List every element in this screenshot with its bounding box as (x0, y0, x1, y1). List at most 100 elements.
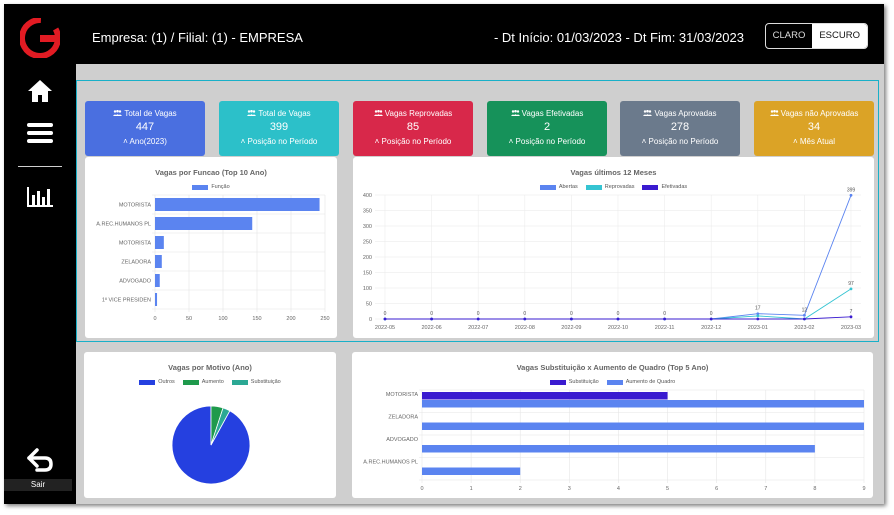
y-tick-label: 1º VICE PRESIDEN (102, 297, 151, 304)
legend-item-reprovadas[interactable]: Reprovadas (585, 184, 634, 190)
summary-card[interactable]: Vagas Reprovadas 85 ˄ Posição no Período (353, 101, 473, 156)
card-footer: ˄ Posição no Período (353, 137, 473, 146)
x-tick-label: 2023-02 (794, 325, 814, 331)
bar (155, 293, 158, 306)
legend-item-aumento-quadro[interactable]: Aumento de Quadro (606, 379, 675, 385)
data-point (803, 313, 806, 317)
summary-card[interactable]: Total de Vagas 447 ˄ Ano(2023) (85, 101, 205, 156)
x-tick-label: 2023-01 (748, 325, 768, 331)
home-icon[interactable] (24, 76, 56, 106)
card-title-text: Vagas não Aprovadas (780, 109, 859, 118)
users-icon (247, 109, 257, 116)
data-point (756, 314, 760, 318)
card-title-text: Total de Vagas (124, 109, 177, 118)
users-icon (643, 109, 653, 116)
x-tick-label: 2022-07 (468, 325, 488, 331)
y-tick-label: ADVOGADO (386, 437, 419, 443)
y-tick-label: ZELADORA (388, 415, 418, 421)
x-tick-label: 7 (764, 486, 767, 492)
subst-chart-title: Vagas Substituição x Aumento de Quadro (… (516, 363, 709, 372)
card-title: Total de Vagas (219, 109, 339, 118)
data-label: 0 (617, 311, 620, 317)
y-tick-label: ADVOGADO (119, 279, 152, 285)
bar (422, 392, 668, 400)
g-logo-icon[interactable] (19, 17, 61, 59)
y-tick-label: 350 (363, 209, 372, 215)
card-footer-text: Mês Atual (799, 137, 836, 146)
card-footer-text: Posição no Período (648, 137, 719, 146)
theme-light-button[interactable]: CLARO (772, 30, 806, 41)
legend-item-funcao[interactable]: Função (192, 184, 230, 190)
card-footer: ˄ Ano(2023) (85, 137, 205, 146)
card-value: 85 (406, 121, 420, 133)
x-tick-label: 6 (715, 486, 718, 492)
data-point (849, 315, 853, 319)
theme-dark-button[interactable]: ESCURO (812, 24, 867, 48)
hamburger-menu-icon[interactable] (24, 118, 56, 148)
card-title: Vagas Efetivadas (487, 109, 607, 118)
y-tick-label: 300 (363, 224, 372, 230)
legend-label: Substituição (250, 379, 281, 385)
legend-item-abertas[interactable]: Abertas (539, 184, 578, 190)
y-tick-label: MOTORISTA (119, 241, 152, 247)
legend-item-substituicao[interactable]: Substituição (549, 379, 599, 385)
users-icon (373, 109, 383, 116)
x-tick-label: 2022-10 (608, 325, 628, 331)
monthly-chart-panel: Vagas últimos 12 Meses Abertas Reprovada… (353, 157, 874, 338)
legend-item-substituicao[interactable]: Substituição (231, 379, 281, 385)
users-icon (769, 109, 779, 116)
legend-swatch (539, 184, 556, 190)
legend-swatch (549, 379, 566, 385)
motivo-legend: Outros Aumento Substituição (84, 379, 336, 385)
y-tick-label: 400 (363, 193, 372, 199)
data-label: 0 (384, 311, 387, 317)
summary-card[interactable]: Vagas Aprovadas 278 ˄ Posição no Período (620, 101, 740, 156)
bar (422, 445, 815, 453)
card-value: 34 (807, 121, 821, 133)
data-point (756, 312, 760, 316)
card-footer-text: Posição no Período (381, 137, 452, 146)
sidebar-divider (18, 166, 62, 167)
subst-chart-panel: Vagas Substituição x Aumento de Quadro (… (352, 352, 873, 498)
data-point (756, 317, 760, 321)
legend-item-aumento[interactable]: Aumento (182, 379, 224, 385)
summary-section: Total de Vagas 447 ˄ Ano(2023) Total de Vag… (76, 80, 879, 342)
x-tick-label: 2022-08 (515, 325, 535, 331)
legend-item-efetivadas[interactable]: Efetivadas (642, 184, 687, 190)
legend-label: Efetivadas (661, 184, 688, 190)
users-icon (510, 109, 520, 116)
data-point (476, 317, 480, 321)
chevron-up-icon: ˄ (641, 137, 647, 146)
data-label: 0 (570, 311, 573, 317)
y-tick-label: MOTORISTA (119, 203, 152, 209)
logout-label: Sair (4, 479, 72, 491)
y-tick-label: MOTORISTA (386, 392, 419, 398)
chevron-up-icon: ˄ (374, 137, 380, 146)
x-tick-label: 100 (218, 316, 227, 322)
legend-swatch (606, 379, 623, 385)
logout-button[interactable]: Sair (4, 446, 76, 491)
summary-card[interactable]: Vagas Efetivadas 2 ˄ Posição no Período (487, 101, 607, 156)
data-label: 0 (663, 311, 666, 317)
card-title-text: Vagas Efetivadas (521, 109, 584, 118)
x-tick-label: 200 (286, 316, 295, 322)
x-tick-label: 0 (153, 316, 156, 322)
data-point (430, 317, 433, 321)
summary-card[interactable]: Total de Vagas 399 ˄ Posição no Período (219, 101, 339, 156)
data-label: 0 (430, 311, 433, 317)
card-title: Vagas Reprovadas (353, 109, 473, 118)
legend-swatch (192, 184, 209, 190)
company-info: Empresa: (1) / Filial: (1) - EMPRESA (92, 30, 303, 45)
card-value: 399 (269, 121, 289, 133)
y-tick-label: A.REC.HUMANOS PL (363, 460, 418, 466)
x-tick-label: 1 (470, 486, 473, 492)
bar-chart-icon[interactable] (24, 182, 56, 212)
bar (422, 422, 864, 430)
legend-item-outros[interactable]: Outros (139, 379, 175, 385)
bar (422, 467, 521, 475)
bar (155, 255, 162, 268)
summary-card[interactable]: Vagas não Aprovadas 34 ˄ Mês Atual (754, 101, 874, 156)
legend-label: Aumento (201, 379, 224, 385)
chevron-up-icon: ˄ (123, 137, 128, 146)
card-value: 2 (543, 121, 551, 133)
